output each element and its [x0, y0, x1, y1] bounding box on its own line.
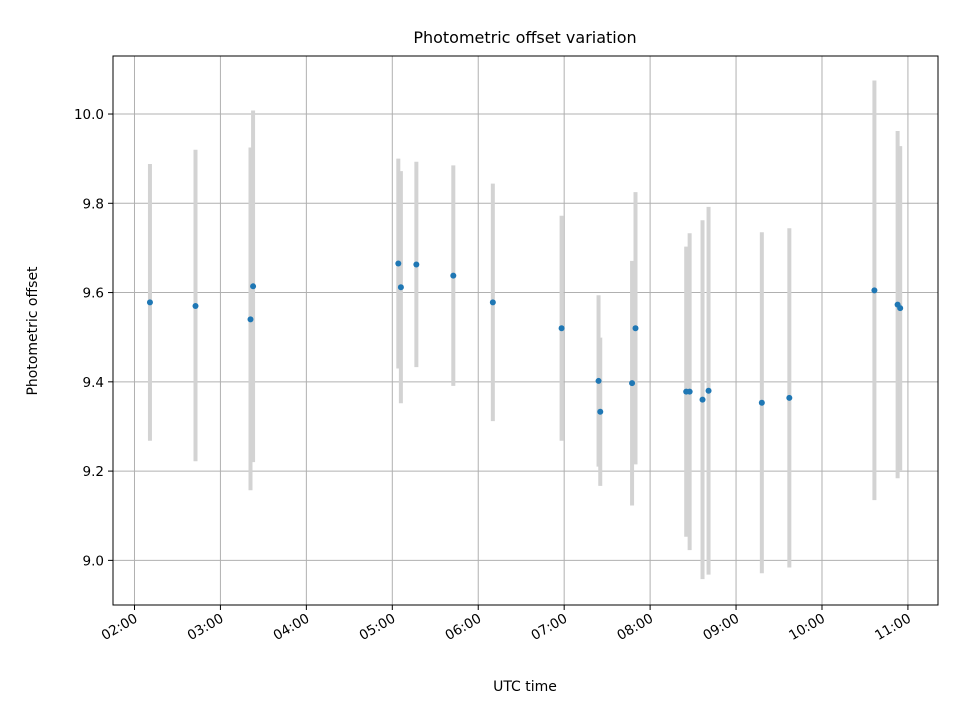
data-point [146, 299, 153, 306]
data-point [595, 377, 602, 384]
data-point [632, 325, 639, 332]
data-point [413, 261, 420, 268]
y-tick-label: 9.8 [83, 196, 104, 212]
data-point [629, 380, 636, 387]
y-tick-label: 9.2 [83, 464, 104, 480]
x-axis-label: UTC time [493, 679, 557, 695]
data-point [395, 260, 402, 267]
data-point [758, 399, 765, 406]
grid [113, 56, 938, 605]
data-point [897, 305, 904, 312]
data-point [397, 284, 404, 291]
data-point [192, 302, 199, 309]
data-points [146, 260, 904, 415]
data-point [450, 272, 457, 279]
y-tick-label: 9.0 [83, 553, 104, 569]
data-point [558, 325, 565, 332]
data-point [786, 394, 793, 401]
data-point [686, 388, 693, 395]
data-point [705, 387, 712, 394]
y-tick-label: 9.4 [83, 375, 104, 391]
y-axis-label: Photometric offset [25, 266, 41, 396]
data-point [597, 408, 604, 415]
data-point [871, 287, 878, 294]
y-axis-ticks: 9.0 9.2 9.4 9.6 9.8 10.0 [74, 107, 113, 569]
data-point [250, 283, 257, 290]
data-point [699, 396, 706, 403]
data-point [247, 316, 254, 323]
y-tick-label: 9.6 [83, 286, 104, 302]
chart-title: Photometric offset variation [413, 28, 636, 47]
y-tick-label: 10.0 [74, 107, 104, 123]
data-point [489, 299, 496, 306]
plot-frame [112, 55, 939, 606]
